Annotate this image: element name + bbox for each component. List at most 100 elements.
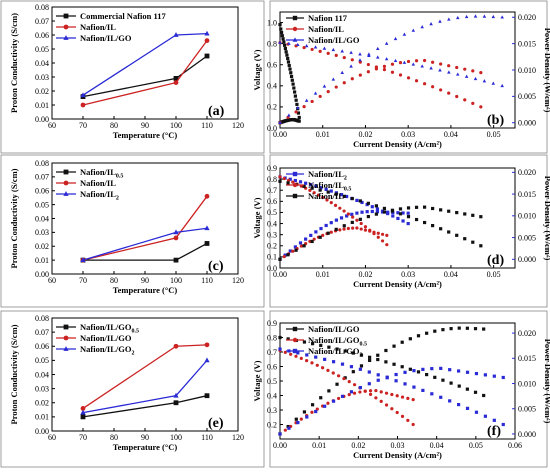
y2-tick-label: 0.020 (518, 13, 536, 22)
power-point (392, 344, 396, 348)
voltage-point (293, 90, 297, 94)
power-point (323, 404, 327, 408)
x-tick-label: 0.06 (508, 441, 522, 450)
y-tick-label: 0.5 (267, 377, 277, 386)
voltage-point (278, 175, 282, 179)
power-point (313, 91, 318, 95)
y-tick-label: 0.6 (267, 61, 277, 70)
x-tick-label: 0.01 (316, 270, 330, 279)
voltage-point (359, 221, 363, 226)
power-point (482, 327, 486, 331)
power-point (351, 370, 355, 374)
voltage-point (340, 49, 344, 53)
voltage-point (297, 115, 301, 120)
y-tick-label: 0.02 (35, 242, 49, 251)
power-point (402, 32, 407, 36)
power-point (331, 399, 336, 403)
power-point (431, 206, 435, 211)
power-point (283, 253, 287, 257)
power-point (370, 209, 374, 214)
power-point (294, 248, 298, 252)
y-tick-label: 0.0 (267, 124, 277, 133)
legend-label: Nafion/IL0.5 (308, 180, 351, 193)
power-point (349, 64, 353, 68)
power-point (429, 22, 433, 26)
series-line (82, 395, 208, 418)
x-tick-label: 0.03 (391, 441, 405, 450)
x-tick-label: 0.05 (487, 270, 501, 279)
power-point (384, 391, 389, 395)
y-tick-label: 0.03 (35, 73, 49, 82)
voltage-point (286, 178, 291, 182)
voltage-point (363, 225, 368, 229)
power-point (350, 212, 354, 216)
voltage-point (321, 366, 325, 370)
voltage-point (291, 82, 295, 86)
voltage-point (430, 392, 434, 396)
voltage-point (391, 214, 395, 218)
x-tick-label: 90 (141, 121, 149, 130)
y-tick-label: 0.4 (267, 219, 277, 228)
power-point (318, 94, 322, 99)
legend-label: Nafion/IL0.5 (80, 167, 123, 180)
voltage-point (366, 201, 370, 205)
voltage-point (433, 375, 437, 379)
voltage-point (296, 111, 301, 115)
panel-border (269, 0, 548, 154)
voltage-point (336, 374, 341, 378)
power-point (422, 205, 427, 209)
voltage-point (302, 45, 306, 50)
power-point (299, 417, 303, 421)
y-tick-label: 0.01 (35, 256, 49, 265)
voltage-point (449, 381, 453, 385)
voltage-point (304, 44, 309, 48)
data-point (80, 257, 86, 263)
power-point (310, 99, 314, 104)
x-tick-label: 0.04 (444, 130, 458, 139)
power-point (376, 231, 380, 235)
voltage-point (394, 379, 398, 383)
data-point (204, 38, 210, 43)
voltage-point (384, 57, 389, 61)
voltage-point (305, 353, 309, 357)
voltage-point (501, 422, 505, 427)
power-point (315, 407, 319, 411)
legend-label: Nafion/IL/GO (80, 33, 132, 43)
voltage-point (360, 200, 364, 205)
x-tick-label: 70 (79, 121, 87, 130)
voltage-point (382, 206, 387, 211)
voltage-point (398, 73, 403, 77)
voltage-point (500, 83, 504, 88)
power-point (384, 348, 388, 353)
panel-border (0, 154, 265, 308)
power-point (342, 227, 346, 231)
voltage-point (380, 239, 385, 243)
power-point (433, 329, 437, 333)
y-tick-label: 0.4 (267, 391, 277, 400)
voltage-point (286, 337, 290, 341)
x-tick-label: 110 (201, 433, 213, 442)
power-point (319, 226, 323, 231)
voltage-point (393, 58, 398, 63)
power-point (288, 249, 292, 253)
x-tick-label: 0.01 (316, 130, 330, 139)
y2-tick-label: 0.010 (518, 212, 536, 221)
y2-tick-label: 0.000 (518, 255, 536, 264)
voltage-point (491, 81, 496, 85)
voltage-point (312, 191, 316, 195)
y-tick-label: 1.0 (267, 18, 277, 27)
voltage-point (367, 370, 371, 374)
legend-marker (63, 180, 69, 186)
power-point (471, 213, 475, 217)
legend-label: Nafion/IL/GO (308, 324, 360, 334)
power-point (345, 214, 349, 218)
y-tick-label: 0.02 (35, 399, 49, 408)
x-axis-label: Current Density (A/cm²) (353, 279, 442, 289)
power-point (286, 253, 290, 257)
power-point (329, 230, 333, 234)
power-point (365, 210, 369, 214)
voltage-point (310, 186, 314, 190)
data-point (204, 357, 210, 363)
voltage-point (287, 63, 291, 68)
power-point (358, 390, 362, 394)
